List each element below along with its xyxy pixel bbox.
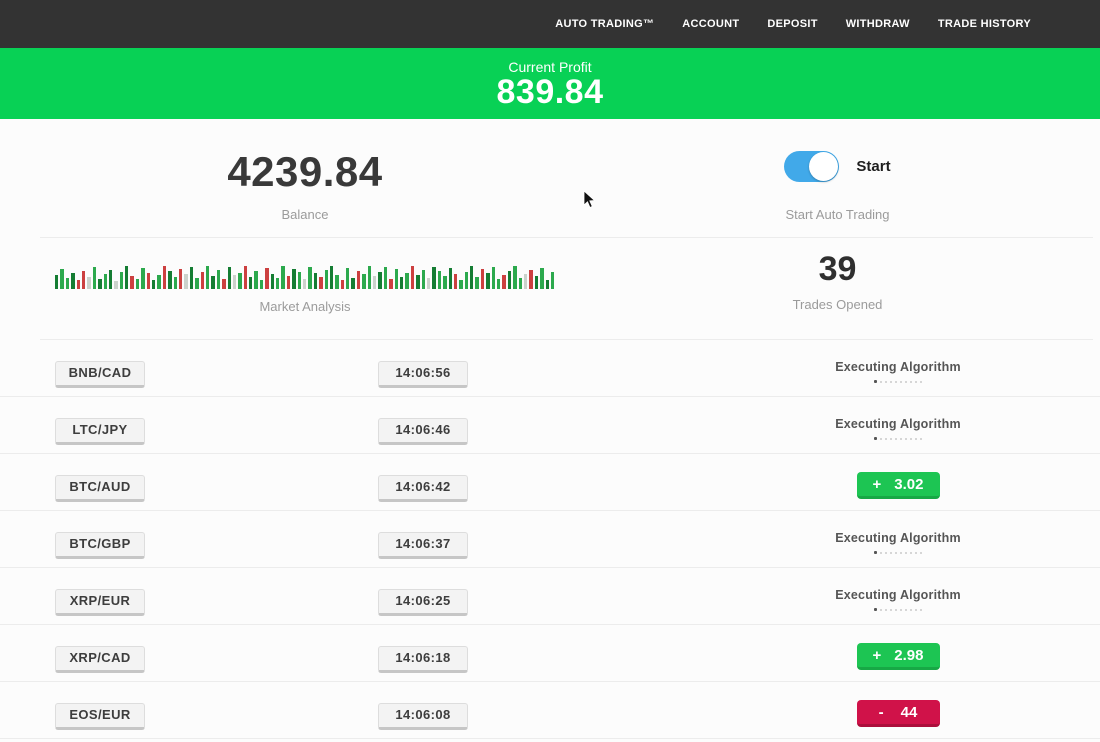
progress-dots	[835, 380, 961, 384]
result-badge: +3.02	[856, 472, 940, 499]
table-row: EOS/EUR 14:06:08 -44	[0, 682, 1100, 739]
current-profit-label: Current Profit	[508, 59, 592, 75]
toggle-label: Start	[856, 158, 891, 175]
time-chip: 14:06:37	[378, 532, 468, 559]
result-value: 44	[900, 703, 918, 721]
time-chip: 14:06:56	[378, 361, 468, 388]
pair-chip[interactable]: EOS/EUR	[55, 703, 145, 730]
table-row: BNB/CAD 14:06:56 Executing Algorithm	[0, 340, 1100, 397]
time-chip: 14:06:46	[378, 418, 468, 445]
result-value: 2.98	[894, 646, 924, 664]
status-cell: Executing Algorithm	[812, 568, 984, 624]
time-chip: 14:06:08	[378, 703, 468, 730]
market-analysis-chart	[55, 265, 560, 289]
time-chip: 14:06:25	[378, 589, 468, 616]
result-sign: +	[872, 475, 882, 493]
pair-chip[interactable]: XRP/EUR	[55, 589, 145, 616]
balance-label: Balance	[281, 207, 329, 222]
result-sign: +	[872, 646, 882, 664]
table-row: LTC/JPY 14:06:46 Executing Algorithm	[0, 397, 1100, 454]
time-chip: 14:06:42	[378, 475, 468, 502]
status-cell: +3.02	[812, 454, 984, 510]
current-profit-value: 839.84	[496, 73, 604, 111]
status-cell: Executing Algorithm	[812, 397, 984, 453]
nav-item[interactable]: WITHDRAW	[845, 18, 910, 30]
trades-opened-label: Trades Opened	[792, 297, 883, 312]
status-executing-label: Executing Algorithm	[835, 530, 961, 545]
pair-chip[interactable]: LTC/JPY	[55, 418, 145, 445]
table-row: XRP/EUR 14:06:25 Executing Algorithm	[0, 568, 1100, 625]
toggle-knob	[809, 152, 839, 181]
table-row: BTC/AUD 14:06:42 +3.02	[0, 454, 1100, 511]
trades-table: BNB/CAD 14:06:56 Executing Algorithm LTC/JP…	[0, 340, 1100, 739]
time-chip: 14:06:18	[378, 646, 468, 673]
pair-chip[interactable]: BNB/CAD	[55, 361, 145, 388]
table-row: XRP/CAD 14:06:18 +2.98	[0, 625, 1100, 682]
nav-item[interactable]: DEPOSIT	[767, 18, 818, 30]
auto-trading-toggle[interactable]	[784, 151, 840, 182]
mouse-cursor	[583, 190, 596, 209]
nav-item[interactable]: ACCOUNT	[682, 18, 740, 30]
status-cell: -44	[812, 682, 984, 738]
status-cell: Executing Algorithm	[812, 511, 984, 567]
result-badge: +2.98	[856, 643, 940, 670]
pair-chip[interactable]: BTC/GBP	[55, 532, 145, 559]
result-badge: -44	[856, 700, 940, 727]
toggle-sublabel: Start Auto Trading	[785, 207, 890, 222]
status-executing-label: Executing Algorithm	[835, 416, 961, 431]
result-sign: -	[878, 703, 884, 721]
table-row: BTC/GBP 14:06:37 Executing Algorithm	[0, 511, 1100, 568]
divider	[40, 339, 1093, 340]
progress-dots	[835, 608, 961, 612]
top-nav: AUTO TRADING™ ACCOUNT DEPOSIT WITHDRAW TRADE…	[0, 0, 1100, 48]
profit-banner: Current Profit 839.84	[0, 48, 1100, 119]
trades-opened-value: 39	[818, 250, 857, 288]
status-cell: +2.98	[812, 625, 984, 681]
status-cell: Executing Algorithm	[812, 340, 984, 396]
progress-dots	[835, 551, 961, 555]
market-analysis-label: Market Analysis	[259, 299, 351, 314]
balance-value: 4239.84	[227, 148, 383, 195]
progress-dots	[835, 437, 961, 441]
nav-item[interactable]: AUTO TRADING™	[555, 18, 655, 30]
pair-chip[interactable]: XRP/CAD	[55, 646, 145, 673]
status-executing-label: Executing Algorithm	[835, 587, 961, 602]
divider	[40, 237, 1093, 238]
nav-item[interactable]: TRADE HISTORY	[937, 18, 1031, 30]
pair-chip[interactable]: BTC/AUD	[55, 475, 145, 502]
status-executing-label: Executing Algorithm	[835, 359, 961, 374]
result-value: 3.02	[894, 475, 924, 493]
